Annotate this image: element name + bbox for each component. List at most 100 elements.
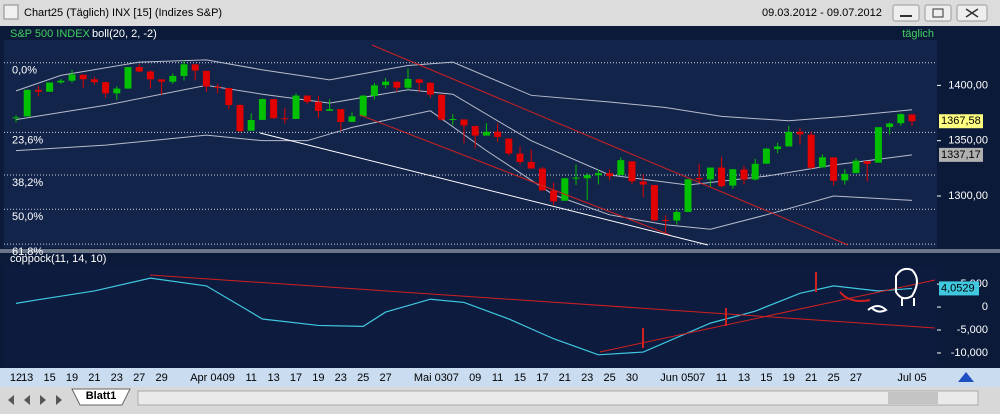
candle-body [886,123,894,128]
candle-body [326,109,334,111]
tab-navigation [8,395,62,405]
x-tick-label: 15 [514,372,526,384]
candle-body [852,160,860,174]
candle-body [482,131,490,136]
candle-body [617,160,625,176]
candle-body [102,82,110,94]
candle-body [258,99,266,120]
candle-body [270,99,278,119]
candle-body [438,94,446,120]
indicator-panel [4,266,937,366]
candle-body [673,212,681,221]
title-bar [0,0,1000,26]
trend-lines [149,44,936,353]
y-tick-label: 1400,00 [948,79,988,91]
minimize-button[interactable] [892,4,920,22]
candle-body [79,74,87,80]
x-tick-label: 19 [66,372,78,384]
x-tick-label: 27 [133,372,145,384]
maximize-icon [932,8,944,18]
candle-body [706,167,714,180]
fib-label: 23,6% [12,134,43,146]
candle-body [292,95,300,119]
x-tick-label: 07 [693,372,705,384]
candle-body [550,190,558,202]
trend-line [371,44,849,246]
sheet-tab-label[interactable]: Blatt1 [86,390,117,402]
x-tick-label: 09 [223,372,235,384]
x-tick-label: 19 [783,372,795,384]
x-tick-label: 12 [10,372,22,384]
trend-line [359,114,671,236]
candle-body [348,116,356,122]
axis-tool-icon[interactable] [958,372,974,382]
candle-body [628,161,636,182]
candle-body [874,127,882,163]
candle-body [471,126,479,136]
fib-label: 38,2% [12,177,43,189]
candle-body [393,81,401,88]
trend-line [149,274,936,329]
candle-body [12,117,20,119]
x-tick-label: 23 [581,372,593,384]
fib-label: 0,0% [12,65,37,77]
nav-next[interactable] [40,395,46,405]
candle-body [505,138,513,154]
indicator-line [15,277,913,356]
candle-body [449,118,457,120]
nav-last[interactable] [56,395,62,405]
maximize-button[interactable] [924,4,952,22]
x-tick-label: 23 [335,372,347,384]
x-tick-label: 17 [290,372,302,384]
scribble [867,267,918,313]
x-tick-label: 29 [155,372,167,384]
candle-body [729,169,737,186]
candle-body [863,161,871,164]
last-value-label: 1337,17 [941,149,981,161]
candle-body [236,105,244,132]
candle-body [46,82,54,92]
x-tick-label: 25 [603,372,615,384]
x-tick-label: 21 [88,372,100,384]
x-tick-label: 11 [245,372,256,384]
nav-prev[interactable] [24,395,30,405]
candle-body [191,64,199,71]
candle-body [68,74,76,81]
price-panel [4,40,937,248]
candle-body [494,131,502,137]
candle-body [751,163,759,180]
sheet-tab[interactable] [71,388,131,406]
candle-body [169,75,177,82]
x-tick-label: 21 [559,372,571,384]
window-icon [3,4,19,20]
candle-body [404,78,412,88]
candle-body [23,89,31,117]
candle-body [818,157,826,168]
panel-separator [0,249,1000,253]
indicator-title: coppock(11, 14, 10) [10,253,106,265]
candle-body [214,86,222,88]
candle-body [650,185,658,221]
nav-first[interactable] [8,395,14,405]
last-value-box [939,281,979,296]
candle-body [639,181,647,185]
scrollbar-thumb[interactable] [888,392,938,404]
candle-body [841,173,849,181]
last-value-box [939,147,983,162]
candle-body [382,81,390,86]
candle-body [303,95,311,102]
x-tick-label: 09 [469,372,481,384]
candle-body [113,88,121,94]
fib-label: 50,0% [12,211,43,223]
candle-body [740,169,748,180]
candle-body [146,71,154,80]
candle-body [34,89,42,92]
candle-body [807,134,815,168]
horizontal-scrollbar[interactable] [137,390,979,406]
candle-body [158,79,166,82]
candle-body [281,118,289,120]
x-tick-label: 11 [716,372,727,384]
candle-body [662,220,670,222]
